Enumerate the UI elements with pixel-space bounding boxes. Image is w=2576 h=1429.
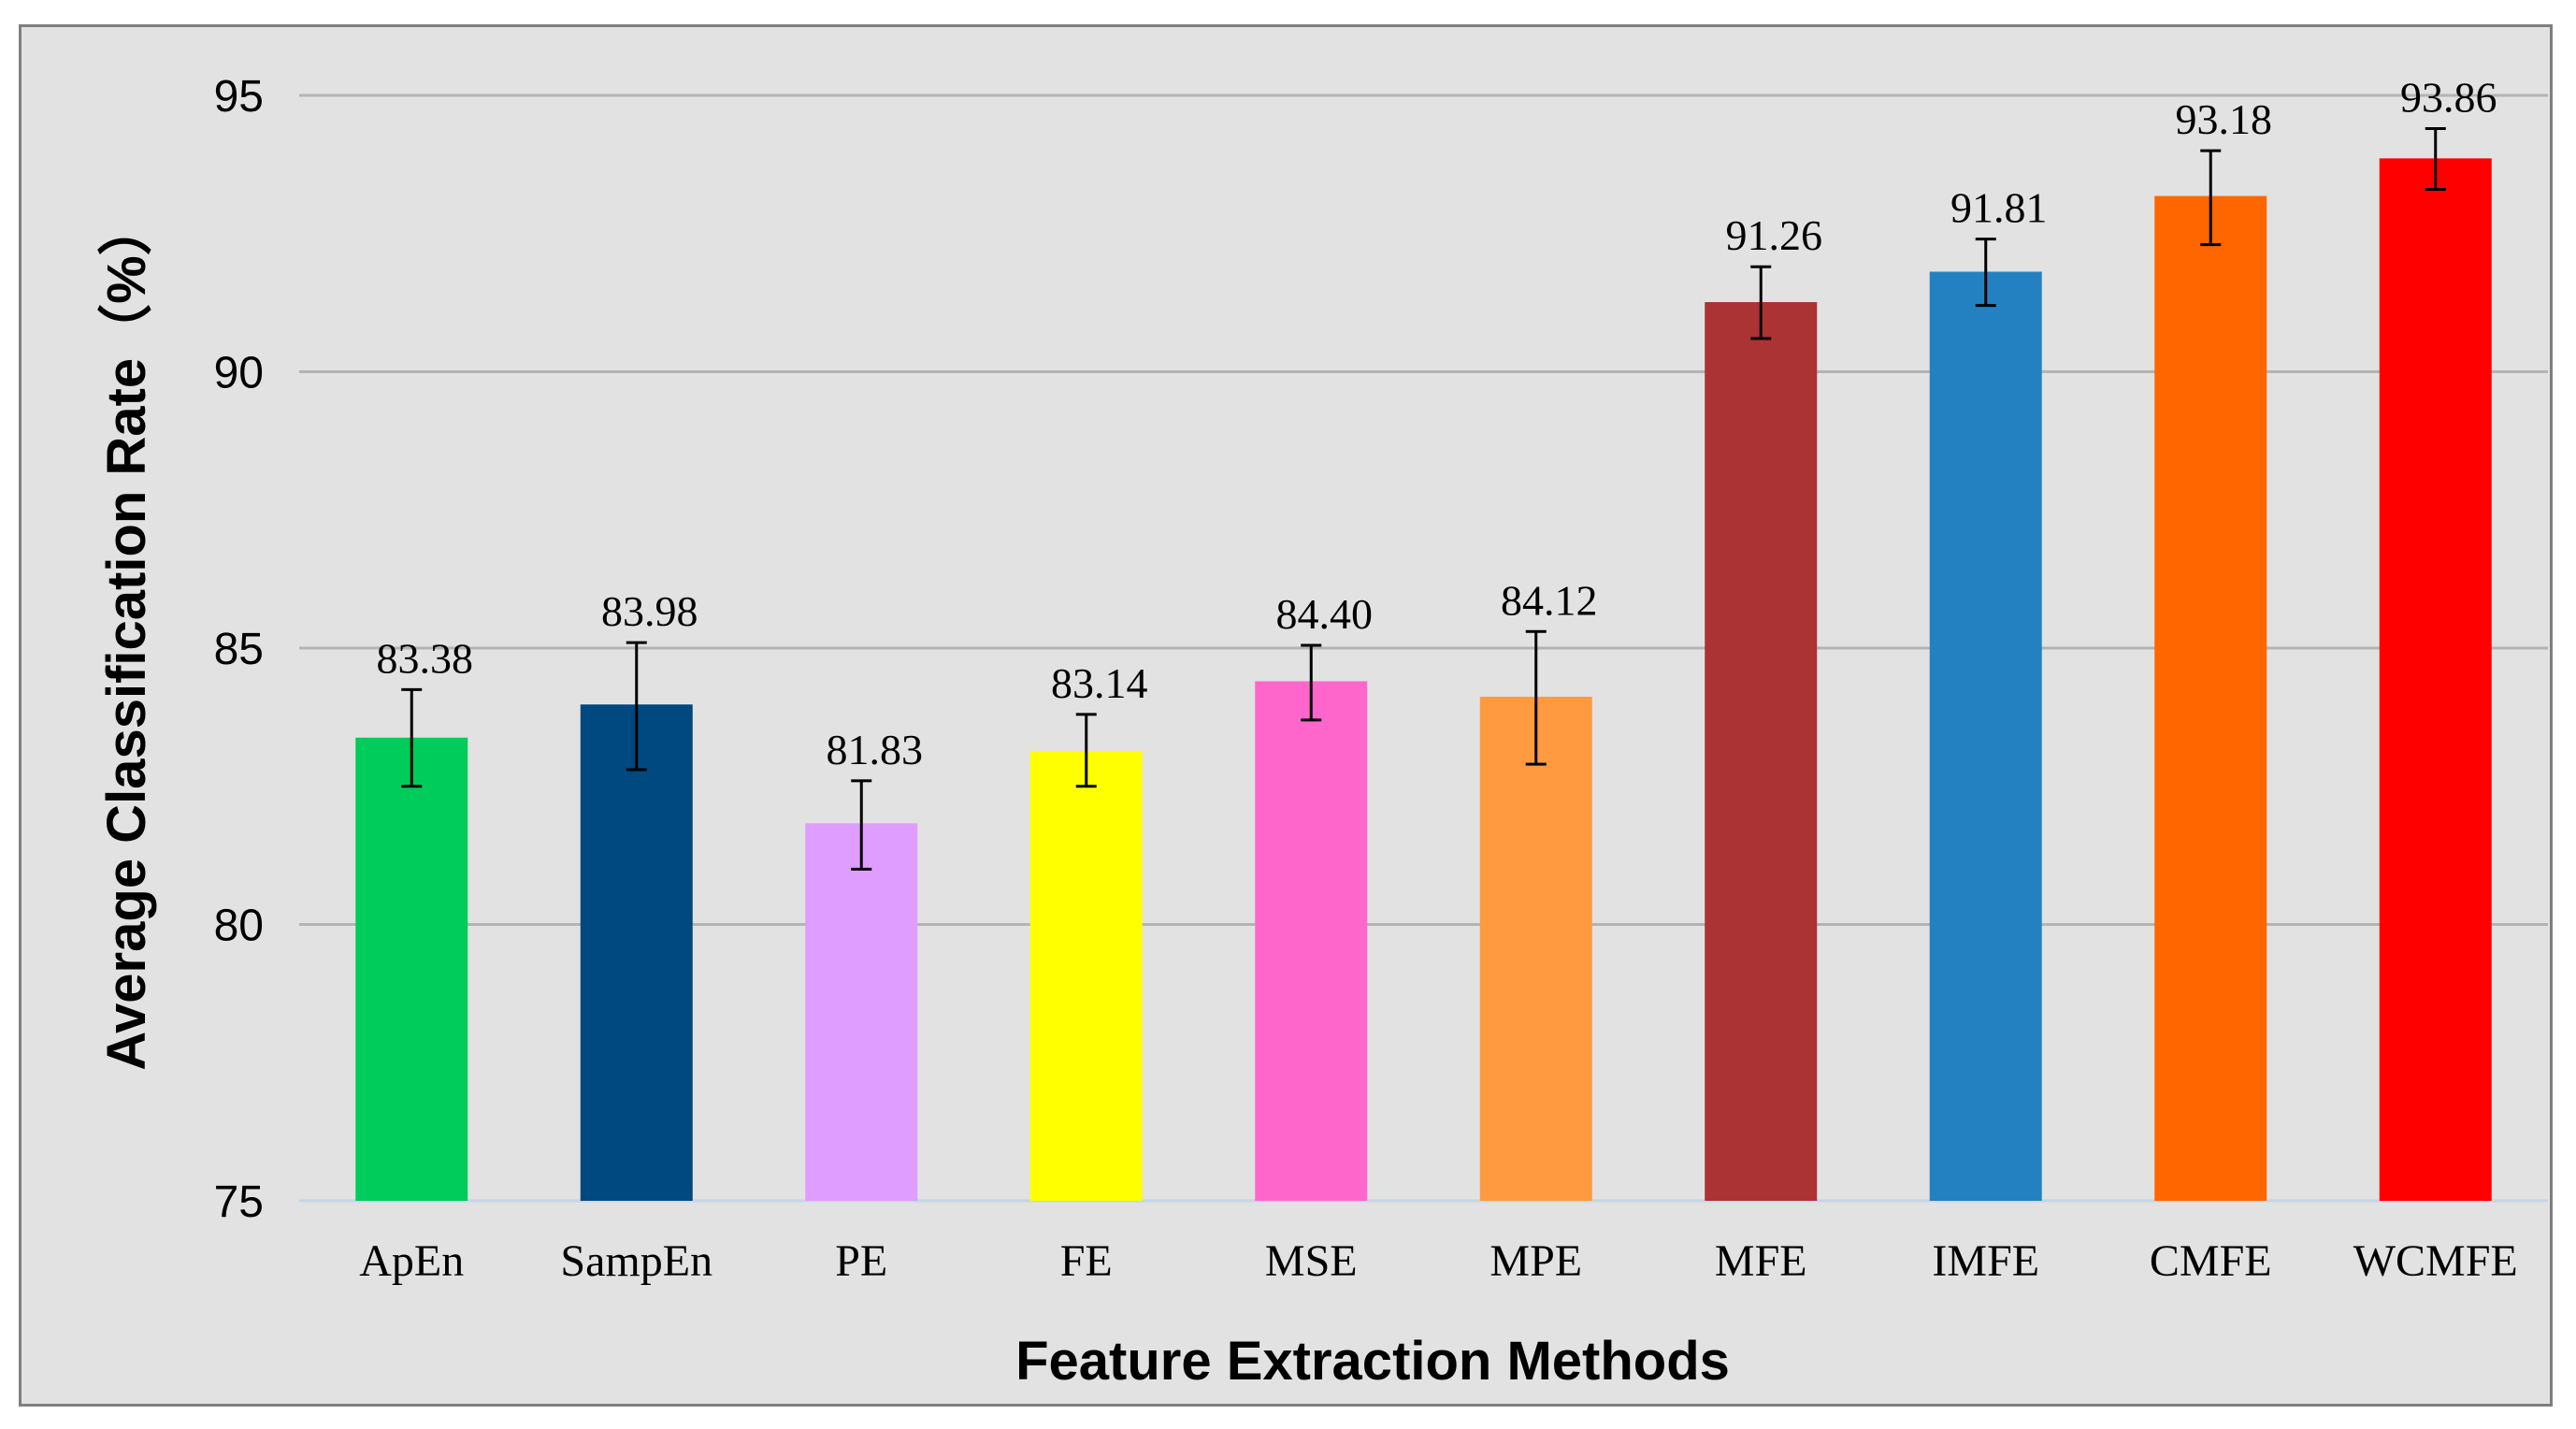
error-bar-imfe — [1975, 238, 1996, 308]
value-label-pe: 81.83 — [827, 726, 924, 773]
error-bar-wcmfe — [2425, 126, 2446, 191]
x-tick-label-cmfe: CMFE — [2150, 1236, 2272, 1286]
y-tick-label-90: 90 — [214, 349, 264, 398]
x-tick-label-wcmfe: WCMFE — [2353, 1236, 2518, 1286]
value-label-mpe: 84.12 — [1501, 576, 1598, 624]
y-tick-label-75: 75 — [214, 1177, 264, 1227]
value-label-wcmfe: 93.86 — [2400, 73, 2497, 121]
y-tick-label-85: 85 — [214, 625, 264, 674]
bar-wcmfe — [2379, 158, 2492, 1201]
bar-cmfe — [2154, 195, 2267, 1201]
error-bar-fe — [1075, 713, 1097, 788]
bars — [355, 158, 2492, 1201]
y-axis-ticks: 75 80 85 90 95 — [214, 72, 264, 1227]
x-axis-title: Feature Extraction Methods — [1015, 1331, 1730, 1392]
x-tick-label-mpe: MPE — [1489, 1236, 1582, 1286]
value-label-mse: 84.40 — [1276, 590, 1374, 638]
bar-mpe — [1479, 697, 1592, 1201]
error-bar-mpe — [1525, 629, 1547, 766]
value-label-sampen: 83.98 — [601, 587, 698, 635]
bar-mse — [1255, 681, 1368, 1201]
error-bars — [401, 126, 2446, 871]
bar-apen — [355, 737, 468, 1201]
x-tick-label-sampen: SampEn — [560, 1236, 712, 1286]
value-label-mfe: 91.26 — [1726, 211, 1823, 259]
error-bar-mfe — [1750, 265, 1772, 340]
value-label-fe: 83.14 — [1051, 659, 1148, 707]
y-tick-label-95: 95 — [214, 72, 264, 122]
error-bar-mse — [1301, 643, 1322, 722]
bar-fe — [1029, 750, 1143, 1201]
x-axis-ticks: ApEn SampEn PE FE MSE MPE MFE IMFE CMFE WCMFE — [359, 1236, 2518, 1286]
value-labels: 83.38 83.98 81.83 83.14 84.40 84.12 91.26 91.81… — [377, 73, 2497, 772]
x-tick-label-fe: FE — [1060, 1236, 1113, 1286]
error-bar-pe — [851, 779, 872, 871]
x-tick-label-mse: MSE — [1265, 1236, 1358, 1286]
value-label-imfe: 91.81 — [1950, 184, 2048, 232]
bar-imfe — [1929, 271, 2042, 1201]
bar-pe — [805, 823, 918, 1201]
error-bar-cmfe — [2200, 149, 2222, 247]
x-tick-label-apen: ApEn — [359, 1236, 464, 1286]
x-tick-label-imfe: IMFE — [1932, 1236, 2039, 1286]
bar-mfe — [1705, 302, 1818, 1201]
y-axis-title: Average Classification Rate（%） — [96, 201, 157, 1070]
value-label-cmfe: 93.18 — [2176, 95, 2273, 143]
bar-sampen — [580, 704, 693, 1201]
y-tick-label-80: 80 — [214, 902, 264, 951]
value-label-apen: 83.38 — [377, 634, 474, 682]
error-bar-sampen — [626, 641, 647, 772]
x-tick-label-pe: PE — [835, 1236, 887, 1286]
error-bar-apen — [401, 687, 423, 788]
x-tick-label-mfe: MFE — [1715, 1236, 1807, 1286]
